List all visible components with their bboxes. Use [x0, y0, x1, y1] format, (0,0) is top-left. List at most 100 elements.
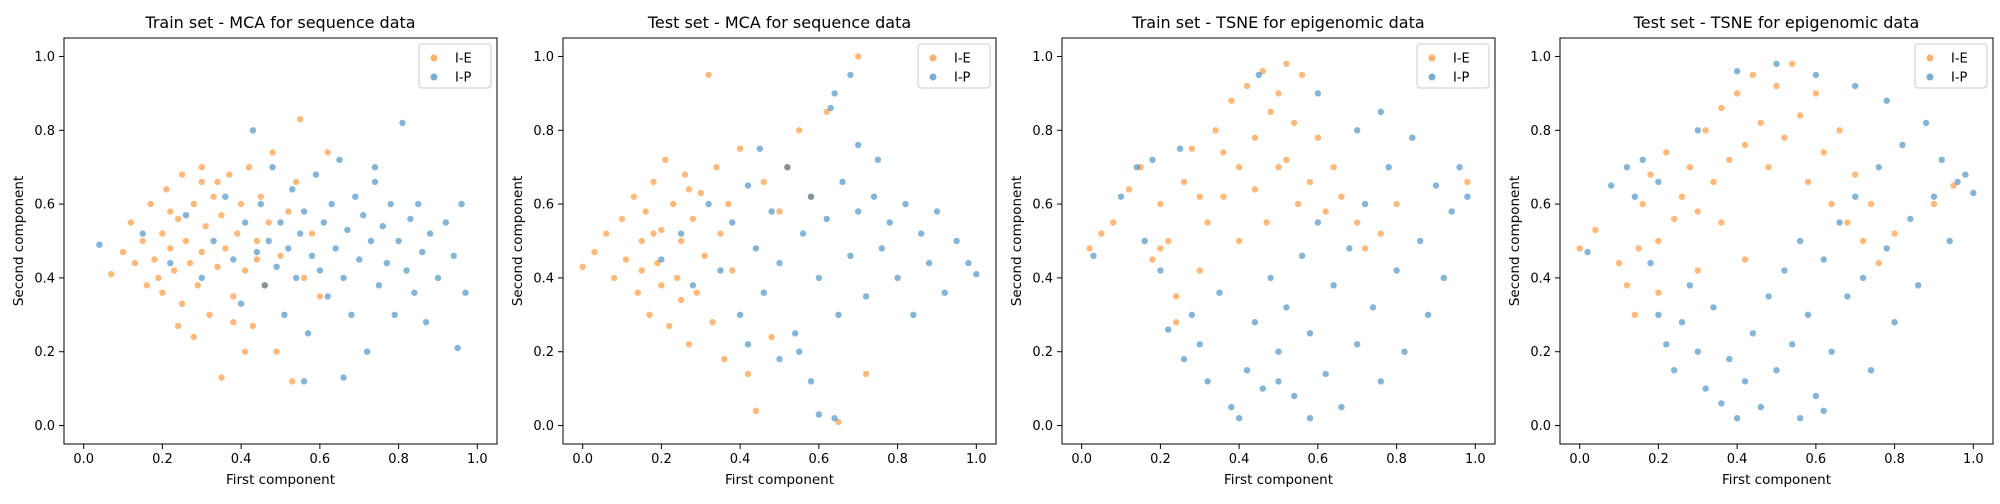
data-point-i-e [713, 164, 720, 171]
data-point-i-p [1141, 237, 1148, 245]
data-point-i-p [363, 348, 371, 355]
data-point-i-e [1098, 230, 1105, 237]
data-point-i-p [1796, 415, 1804, 422]
data-point-i-e [1275, 90, 1282, 97]
data-point-i-e [642, 208, 649, 215]
y-tick-label: 0.4 [1530, 271, 1551, 286]
data-point-i-p [237, 300, 245, 307]
data-point-i-p [776, 355, 783, 363]
data-point-i-p [230, 256, 237, 263]
data-point-i-p [332, 245, 339, 252]
data-point-i-e [634, 289, 641, 296]
y-tick-label: 0.8 [1530, 124, 1551, 139]
data-point-i-p [434, 274, 442, 282]
data-point-i-p [1970, 189, 1977, 197]
data-point-i-e [1836, 127, 1843, 134]
legend-label-i-p: I-P [1453, 71, 1470, 86]
data-point-i-e [1781, 134, 1788, 141]
data-point-i-p [1899, 141, 1906, 149]
data-point-i-p [1781, 267, 1788, 274]
data-point-i-e [1149, 256, 1156, 263]
data-point-i-p [1090, 252, 1097, 259]
data-point-i-e [1718, 219, 1725, 226]
data-point-i-p [1385, 164, 1392, 171]
data-point-i-p [454, 344, 461, 352]
data-point-i-e [163, 186, 170, 193]
data-point-i-e [611, 274, 618, 282]
data-point-i-p [1448, 208, 1455, 215]
data-point-i-p [1393, 267, 1400, 274]
data-point-i-e [265, 219, 272, 226]
data-point-i-e [1859, 237, 1867, 245]
legend-marker-i-e [1428, 54, 1436, 62]
y-axis-label: Second component [1009, 176, 1025, 306]
data-point-i-p [399, 119, 406, 127]
data-point-i-p [799, 230, 807, 237]
series-i-e [1576, 60, 1957, 318]
data-point-i-p [1283, 304, 1290, 311]
data-point-i-p [281, 311, 288, 318]
data-point-i-p [1369, 304, 1377, 311]
data-point-i-e [1710, 178, 1717, 186]
data-point-i-p [776, 259, 783, 267]
data-point-i-e [237, 200, 245, 208]
data-point-i-e [638, 267, 645, 274]
data-point-i-e [155, 274, 162, 282]
data-point-i-e [1251, 134, 1259, 141]
legend-marker-i-e [430, 54, 438, 62]
data-point-i-e [685, 186, 693, 193]
data-point-i-e [1251, 186, 1259, 193]
data-point-i-p [182, 212, 190, 219]
data-point-i-e [1631, 311, 1639, 318]
data-point-i-e [630, 193, 638, 200]
data-point-i-e [175, 215, 182, 223]
data-point-i-e [579, 263, 586, 270]
legend: I-E I-P [1914, 43, 1988, 89]
data-point-i-p [878, 245, 885, 252]
y-tick-label: 0.6 [1032, 198, 1053, 213]
data-point-i-e [1655, 289, 1662, 296]
x-tick-label: 1.0 [1963, 452, 1984, 467]
data-point-i-e [1110, 219, 1117, 226]
data-point-i-p [870, 193, 878, 200]
data-point-i-p [1267, 274, 1274, 282]
data-point-i-p [831, 415, 838, 422]
data-point-i-e [1828, 200, 1835, 208]
data-point-i-e [308, 230, 316, 237]
x-tick-label: 1.0 [467, 452, 488, 467]
data-point-i-e [151, 256, 158, 263]
data-point-i-e [1298, 71, 1306, 79]
data-point-i-p [1773, 60, 1780, 67]
data-point-i-e [108, 271, 115, 278]
data-point-i-e [194, 282, 201, 289]
data-point-i-e [1283, 60, 1290, 67]
data-point-i-p [300, 378, 308, 385]
legend-marker-i-p [929, 73, 937, 81]
data-point-i-p [1275, 348, 1282, 355]
data-point-i-e [226, 171, 233, 178]
axes-frame [63, 37, 498, 445]
data-point-i-p [1938, 156, 1946, 163]
data-point-i-p [1733, 68, 1741, 75]
data-point-i-p [855, 208, 862, 215]
data-point-i-e [1663, 149, 1670, 156]
data-point-i-e [147, 200, 154, 208]
data-point-i-p [458, 200, 465, 208]
x-tick-label: 0.0 [73, 452, 94, 467]
data-point-i-e [591, 248, 598, 256]
data-point-i-e [1283, 156, 1290, 163]
data-point-i-p [356, 256, 363, 263]
data-point-i-p [839, 178, 846, 186]
y-tick-label: 0.0 [34, 419, 55, 434]
data-point-i-p [736, 311, 744, 318]
data-point-i-p [1671, 367, 1678, 374]
data-point-i-e [862, 370, 870, 378]
data-point-i-p [918, 230, 925, 237]
data-point-i-e [171, 267, 178, 274]
data-point-i-p [316, 267, 324, 274]
x-tick-label: 1.0 [966, 452, 987, 467]
data-point-i-p [689, 282, 697, 289]
data-point-i-e [1635, 245, 1642, 252]
data-point-i-e [796, 127, 803, 134]
